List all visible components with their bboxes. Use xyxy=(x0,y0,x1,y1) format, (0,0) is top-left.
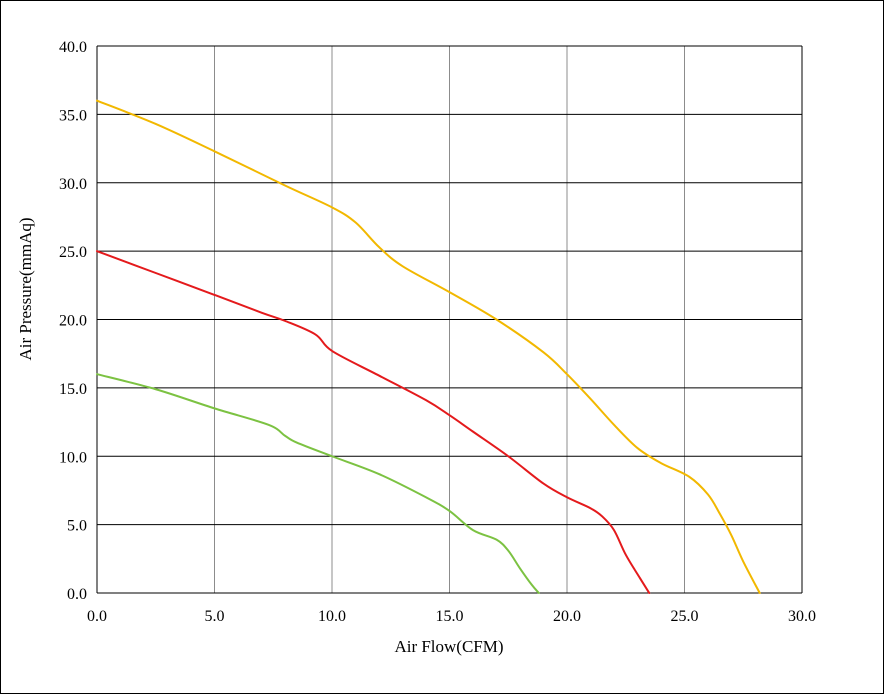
tick-labels: 0.0 5.0 10.0 15.0 20.0 25.0 30.0 0.0 5.0 10.0 15.0… xyxy=(59,39,816,625)
y-tick-label: 10.0 xyxy=(59,449,87,466)
x-tick-label: 15.0 xyxy=(436,608,464,625)
grid xyxy=(96,45,803,594)
x-tick-label: 0.0 xyxy=(87,608,107,625)
x-tick-label: 30.0 xyxy=(788,608,816,625)
y-tick-label: 20.0 xyxy=(59,313,87,330)
y-tick-label: 0.0 xyxy=(67,586,87,603)
x-tick-label: 5.0 xyxy=(205,608,225,625)
y-tick-label: 5.0 xyxy=(67,518,87,535)
x-tick-label: 20.0 xyxy=(553,608,581,625)
y-tick-label: 15.0 xyxy=(59,381,87,398)
series-lines xyxy=(96,99,761,594)
y-tick-label: 25.0 xyxy=(59,244,87,261)
y-tick-label: 30.0 xyxy=(59,176,87,193)
x-tick-label: 10.0 xyxy=(318,608,346,625)
series-line-3 xyxy=(96,373,540,594)
y-axis-title: Air Pressure(mmAq) xyxy=(16,217,35,360)
x-axis-title: Air Flow(CFM) xyxy=(394,637,503,656)
y-tick-label: 40.0 xyxy=(59,39,87,56)
x-tick-label: 25.0 xyxy=(671,608,699,625)
series-line-2 xyxy=(96,250,651,594)
y-tick-label: 35.0 xyxy=(59,107,87,124)
series-line-1 xyxy=(96,99,761,594)
